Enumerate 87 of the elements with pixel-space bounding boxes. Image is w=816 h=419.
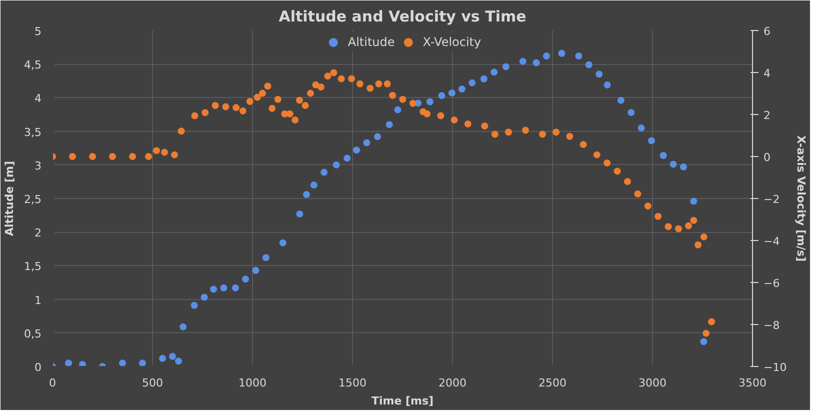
point [670,160,677,168]
point [638,124,645,132]
x-tick-label: 500 [142,376,163,390]
y2-axis-title: X-axis Velocity [m/s] [794,135,808,262]
y-tick-label: 3 [34,159,42,172]
point [169,352,176,360]
x-tick-label: 2000 [438,376,467,390]
y2-tick-label: 0 [764,151,770,164]
y-axis-title: Altitude [m] [3,160,16,236]
point [139,360,146,366]
point [279,239,286,246]
point [190,302,198,309]
point [386,121,393,128]
x-tick-label: 3500 [738,376,767,390]
point [310,182,318,189]
point [480,75,488,82]
point [159,354,166,362]
point [558,50,566,57]
point [79,360,86,366]
point [242,276,249,283]
y2-tick-label: 6 [764,25,770,38]
y2-tick-label: −4 [764,235,780,248]
point [262,254,270,262]
y2-tick-label: −10 [764,361,787,374]
chart-title: Altitude and Velocity vs Time [278,8,526,26]
point [448,90,456,96]
point [210,286,217,293]
point [374,133,381,140]
point [394,106,402,114]
legend-label: X-Velocity [422,35,482,49]
point [438,92,446,100]
y-tick-label: 5 [34,25,42,38]
point [426,98,434,106]
point [604,81,611,88]
point [332,161,340,168]
point [660,152,667,159]
point [519,58,526,65]
y2-tick-label: −8 [764,319,780,332]
point [119,360,126,366]
point [252,266,260,274]
y-tick-label: 2 [34,226,42,240]
y-tick-label: 2,5 [24,193,42,206]
point [344,154,351,162]
x-tick-label: 1000 [238,376,267,390]
point [200,294,208,301]
x-tick-label: 0 [49,376,56,390]
point [700,338,708,346]
point [490,68,498,76]
point [353,146,360,154]
point [575,52,582,60]
x-tick-label: 3000 [638,376,667,390]
y2-tick-label: 4 [764,67,770,80]
point [220,284,228,292]
point [65,360,72,366]
y2-tick-label: −2 [764,193,780,206]
point [320,168,328,176]
y-tick-label: 1,5 [24,260,42,274]
point [458,85,466,92]
y-tick-label: 1 [34,294,42,307]
x-tick-label: 1500 [338,376,367,390]
y2-tick-label: −6 [764,277,780,290]
point [680,163,687,170]
point [628,108,635,116]
point [175,358,182,365]
point [363,139,370,146]
legend-label: Altitude [348,35,395,49]
point [232,284,239,292]
x-axis-title: Time [ms] [371,394,434,408]
y-tick-label: 3,5 [24,126,42,139]
y-tick-label: 0 [34,361,42,374]
point [648,137,655,144]
point [543,52,550,60]
point [180,323,187,330]
x-tick-label: 2500 [538,376,567,390]
point [617,96,624,104]
point [690,198,698,205]
point [468,79,476,86]
y-tick-label: 0,5 [24,327,42,340]
point [296,210,304,218]
point [303,190,310,198]
point [596,70,603,78]
point [585,61,592,68]
y-tick-label: 4 [34,92,42,106]
point [532,59,540,66]
y2-tick-label: 2 [764,109,770,122]
y-tick-label: 4,5 [24,58,42,72]
point [502,63,510,70]
